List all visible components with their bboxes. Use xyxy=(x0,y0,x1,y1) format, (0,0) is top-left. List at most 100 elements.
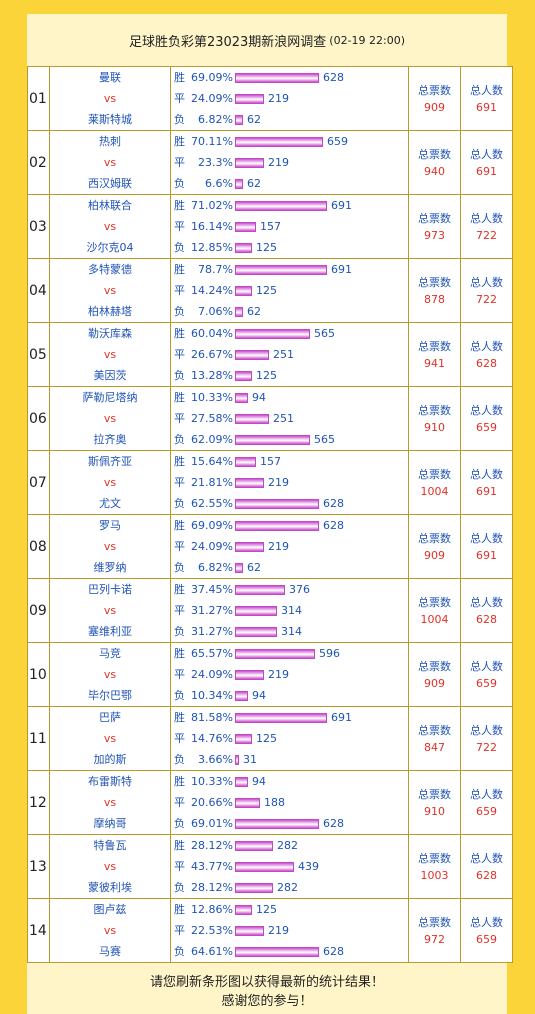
total-people-label: 总人数 xyxy=(470,211,503,225)
stat-bar-draw xyxy=(235,477,264,488)
stat-bar-win xyxy=(235,136,323,147)
home-team: 特鲁瓦 xyxy=(93,839,127,852)
stat-label-loss: 负 xyxy=(174,433,185,446)
match-number: 12 xyxy=(27,770,50,835)
total-people-value: 659 xyxy=(476,420,497,434)
match-number: 08 xyxy=(27,514,50,579)
table-row: 14 图卢兹 vs 马赛 胜 12.86% 125 平 22.53% 219 负 64.61% 628 总… xyxy=(27,898,513,963)
vote-stats: 胜 70.11% 659 平 23.3% 219 负 6.6% 62 xyxy=(170,130,409,195)
table-row: 02 热刺 vs 西汉姆联 胜 70.11% 659 平 23.3% 219 负 6.6% 62 总票数 9… xyxy=(27,130,513,195)
stat-percent-loss: 69.01% xyxy=(191,817,233,830)
stat-percent-loss: 31.27% xyxy=(191,625,233,638)
vs-label: vs xyxy=(103,732,117,745)
vs-label: vs xyxy=(103,540,117,553)
stat-row-loss: 负 10.34% 94 xyxy=(174,685,408,706)
stat-label-win: 胜 xyxy=(174,199,185,212)
stat-label-win: 胜 xyxy=(174,647,185,660)
stat-row-draw: 平 27.58% 251 xyxy=(174,408,408,429)
stat-row-win: 胜 10.33% 94 xyxy=(174,387,408,408)
stat-count-loss: 62 xyxy=(247,113,261,126)
stat-row-draw: 平 24.09% 219 xyxy=(174,664,408,685)
vs-label: vs xyxy=(103,796,117,809)
stat-percent-loss: 62.09% xyxy=(191,433,233,446)
stat-count-draw: 251 xyxy=(273,348,294,361)
stat-percent-win: 28.12% xyxy=(191,839,233,852)
stat-row-draw: 平 24.09% 219 xyxy=(174,536,408,557)
stat-percent-draw: 27.58% xyxy=(191,412,233,425)
stat-bar-win xyxy=(235,264,327,275)
match-teams: 特鲁瓦 vs 蒙彼利埃 xyxy=(49,834,171,899)
match-number: 14 xyxy=(27,898,50,963)
stat-percent-draw: 21.81% xyxy=(191,476,233,489)
stat-count-draw: 219 xyxy=(268,668,289,681)
match-teams: 柏林联合 vs 沙尔克04 xyxy=(49,194,171,259)
stat-bar-draw xyxy=(235,861,294,872)
match-teams: 曼联 vs 莱斯特城 xyxy=(49,66,171,131)
stat-percent-win: 37.45% xyxy=(191,583,233,596)
home-team: 斯佩齐亚 xyxy=(88,455,132,468)
stat-percent-win: 60.04% xyxy=(191,327,233,340)
stat-label-loss: 负 xyxy=(174,305,185,318)
away-team: 摩纳哥 xyxy=(93,817,127,830)
match-number: 04 xyxy=(27,258,50,323)
total-votes-cell: 总票数 847 xyxy=(408,706,461,771)
stat-label-win: 胜 xyxy=(174,71,185,84)
stat-percent-loss: 6.82% xyxy=(198,113,233,126)
away-team: 毕尔巴鄂 xyxy=(88,689,132,702)
stat-percent-loss: 6.82% xyxy=(198,561,233,574)
stat-count-win: 628 xyxy=(323,519,344,532)
total-votes-value: 847 xyxy=(424,740,445,754)
match-number: 11 xyxy=(27,706,50,771)
stat-row-loss: 负 62.55% 628 xyxy=(174,493,408,514)
stat-row-loss: 负 6.6% 62 xyxy=(174,173,408,194)
stat-label-draw: 平 xyxy=(174,476,185,489)
stat-count-draw: 125 xyxy=(256,284,277,297)
vs-label: vs xyxy=(103,92,117,105)
total-votes-value: 941 xyxy=(424,356,445,370)
stat-label-loss: 负 xyxy=(174,177,185,190)
stat-bar-win xyxy=(235,456,256,467)
stat-row-win: 胜 60.04% 565 xyxy=(174,323,408,344)
stat-label-win: 胜 xyxy=(174,711,185,724)
total-votes-value: 909 xyxy=(424,100,445,114)
stat-bar-draw xyxy=(235,285,252,296)
total-votes-label: 总票数 xyxy=(418,723,451,737)
table-row: 10 马竞 vs 毕尔巴鄂 胜 65.57% 596 平 24.09% 219 负 10.34% 94 总… xyxy=(27,642,513,707)
away-team: 西汉姆联 xyxy=(88,177,132,190)
stat-percent-loss: 3.66% xyxy=(198,753,233,766)
home-team: 多特蒙德 xyxy=(88,263,132,276)
stat-label-win: 胜 xyxy=(174,775,185,788)
stat-label-draw: 平 xyxy=(174,540,185,553)
stat-bar-draw xyxy=(235,157,264,168)
total-people-value: 659 xyxy=(476,804,497,818)
total-people-label: 总人数 xyxy=(470,851,503,865)
total-votes-value: 973 xyxy=(424,228,445,242)
stat-row-loss: 负 28.12% 282 xyxy=(174,877,408,898)
stat-label-loss: 负 xyxy=(174,689,185,702)
vote-stats: 胜 15.64% 157 平 21.81% 219 负 62.55% 628 xyxy=(170,450,409,515)
stat-row-win: 胜 81.58% 691 xyxy=(174,707,408,728)
stat-row-loss: 负 31.27% 314 xyxy=(174,621,408,642)
total-people-label: 总人数 xyxy=(470,531,503,545)
total-votes-label: 总票数 xyxy=(418,467,451,481)
total-people-cell: 总人数 628 xyxy=(460,834,513,899)
stat-label-draw: 平 xyxy=(174,284,185,297)
match-teams: 巴列卡诺 vs 塞维利亚 xyxy=(49,578,171,643)
vs-label: vs xyxy=(103,476,117,489)
total-people-cell: 总人数 722 xyxy=(460,258,513,323)
stat-bar-win xyxy=(235,840,273,851)
away-team: 维罗纳 xyxy=(93,561,127,574)
match-number: 05 xyxy=(27,322,50,387)
total-people-value: 722 xyxy=(476,292,497,306)
total-votes-value: 1003 xyxy=(420,868,449,882)
total-people-label: 总人数 xyxy=(470,595,503,609)
total-people-cell: 总人数 628 xyxy=(460,578,513,643)
stat-label-win: 胜 xyxy=(174,263,185,276)
stat-count-draw: 188 xyxy=(264,796,285,809)
vote-stats: 胜 71.02% 691 平 16.14% 157 负 12.85% 125 xyxy=(170,194,409,259)
stat-bar-draw xyxy=(235,93,264,104)
total-people-cell: 总人数 691 xyxy=(460,66,513,131)
vote-stats: 胜 69.09% 628 平 24.09% 219 负 6.82% 62 xyxy=(170,514,409,579)
table-row: 07 斯佩齐亚 vs 尤文 胜 15.64% 157 平 21.81% 219 负 62.55% 628… xyxy=(27,450,513,515)
stat-bar-win xyxy=(235,648,315,659)
